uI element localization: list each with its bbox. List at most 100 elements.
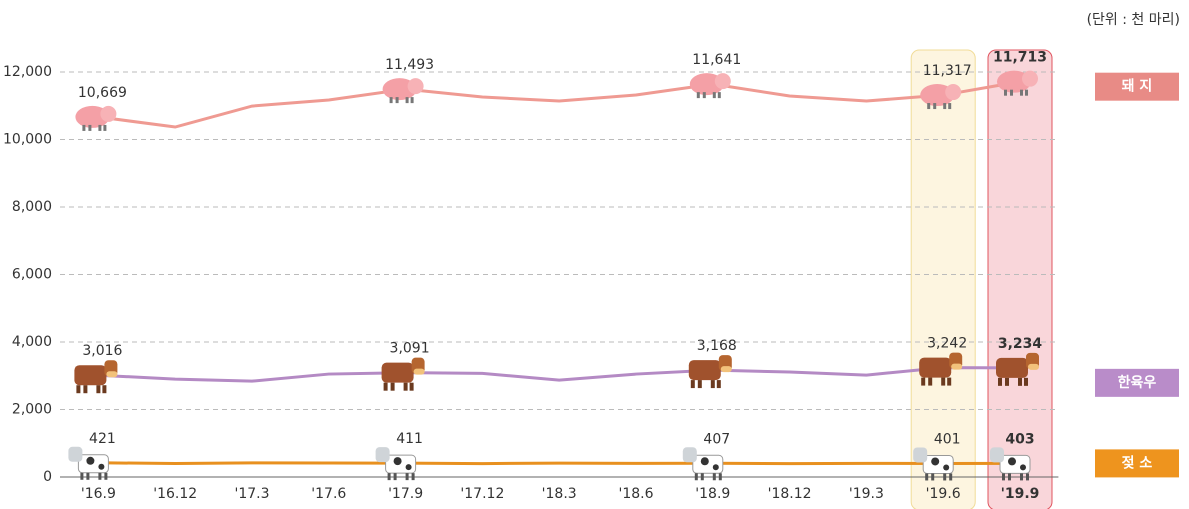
leg (405, 473, 409, 481)
cow-body (688, 360, 721, 381)
pig-head (100, 105, 117, 122)
muzzle (720, 366, 732, 373)
y-tick-label: 6,000 (12, 267, 52, 283)
value-label: 3,168 (697, 338, 737, 354)
leg (96, 385, 101, 394)
animal-icon (990, 447, 1031, 481)
leg (98, 472, 102, 480)
animal-icon (375, 447, 417, 481)
pig-head (1022, 70, 1038, 87)
leg (927, 103, 931, 110)
value-label: 3,091 (390, 341, 430, 357)
leg (716, 380, 721, 389)
value-label: 11,493 (385, 57, 434, 73)
highlight-box (987, 49, 1053, 509)
cow-body (381, 362, 414, 383)
legend-label: 젖 소 (1122, 454, 1153, 471)
leg (88, 124, 92, 131)
leg (949, 473, 953, 481)
muzzle (413, 368, 425, 375)
cow-body (385, 454, 417, 474)
pig-head (945, 84, 962, 101)
x-tick-label: '18.12 (768, 486, 812, 502)
spot (393, 457, 402, 466)
cow-head (913, 447, 928, 463)
leg (717, 92, 721, 99)
cow-body (77, 454, 109, 474)
cow-head (682, 447, 697, 463)
leg (1020, 89, 1023, 96)
value-label: 11,317 (923, 63, 972, 79)
leg (694, 473, 698, 481)
leg (405, 97, 409, 104)
cow-body (919, 357, 952, 378)
leg (948, 103, 952, 110)
leg (1025, 89, 1028, 96)
leg (1004, 89, 1007, 96)
leg (697, 380, 702, 389)
leg (76, 385, 81, 394)
cow-body (922, 454, 954, 474)
leg (103, 124, 107, 131)
animal-icon (913, 447, 954, 481)
x-tick-label: '17.3 (234, 486, 269, 502)
leg (943, 473, 947, 481)
y-tick-label: 4,000 (12, 334, 52, 350)
leg (710, 380, 715, 389)
leg (1020, 473, 1023, 481)
x-tick-label: '18.6 (618, 486, 653, 502)
animal-icon (682, 447, 724, 481)
leg (1018, 377, 1022, 386)
highlight-box (910, 49, 976, 509)
animal-icon (689, 73, 731, 99)
leg (410, 97, 414, 104)
spot (943, 464, 950, 471)
spot (1008, 457, 1016, 466)
leg (80, 472, 84, 480)
leg (1008, 473, 1011, 481)
leg (387, 473, 391, 481)
leg (931, 473, 935, 481)
value-label: 11,641 (692, 52, 741, 68)
leg (83, 385, 88, 394)
leg (409, 382, 414, 391)
animal-icon (919, 352, 963, 386)
leg (390, 382, 395, 391)
leg (86, 472, 90, 480)
legend-swatch (1095, 72, 1179, 101)
animal-icon (996, 352, 1039, 386)
spot (712, 464, 719, 471)
x-tick-label: '19.6 (926, 486, 961, 502)
leg (1010, 89, 1013, 96)
x-tick-label: '17.9 (388, 486, 423, 502)
legend-swatch (1095, 449, 1179, 478)
series-line (98, 80, 1021, 129)
value-label: 421 (89, 431, 116, 447)
cow-body (692, 454, 724, 474)
x-tick-label: '19.9 (1001, 486, 1040, 502)
leg (383, 382, 388, 391)
x-tick-label: '17.6 (311, 486, 346, 502)
value-label: 10,669 (78, 85, 127, 101)
cow-body (996, 357, 1028, 378)
y-tick-label: 8,000 (12, 199, 52, 215)
value-label: 411 (396, 431, 423, 447)
leg (411, 473, 415, 481)
spot (931, 457, 940, 466)
leg (393, 473, 397, 481)
animal-icon (920, 84, 962, 110)
leg (712, 92, 716, 99)
animal-icon (381, 357, 425, 391)
value-label: 3,234 (998, 336, 1043, 352)
cow-body (74, 365, 107, 386)
legend-swatch (1095, 368, 1179, 397)
series-line (98, 461, 1021, 466)
leg (933, 103, 937, 110)
leg (104, 472, 108, 480)
leg (696, 92, 700, 99)
series-line (98, 366, 1021, 383)
animal-icon (688, 355, 732, 389)
muzzle (1028, 363, 1039, 370)
cow-head (375, 447, 390, 463)
leg (943, 103, 947, 110)
